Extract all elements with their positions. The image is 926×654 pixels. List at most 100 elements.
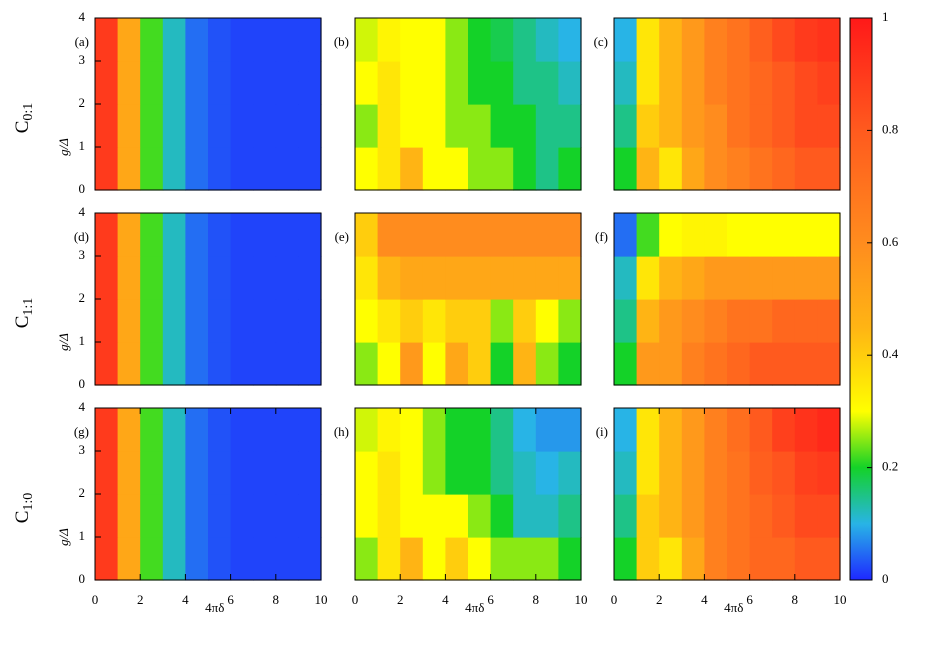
heat-cell	[535, 408, 559, 452]
heat-cell	[817, 213, 841, 257]
heat-cell	[727, 18, 751, 62]
heat-cell	[185, 494, 209, 538]
heat-cell	[445, 104, 469, 148]
y-tick-label: 4	[79, 9, 86, 24]
heat-cell	[681, 61, 705, 105]
heat-cell	[377, 408, 401, 452]
x-tick-label: 10	[834, 592, 847, 607]
heat-cell	[230, 537, 254, 581]
heat-cell	[208, 147, 232, 191]
heat-cell	[400, 451, 424, 495]
heat-cell	[400, 18, 424, 62]
heat-cell	[185, 104, 209, 148]
heat-cell	[95, 537, 119, 581]
panel-label: (i)	[596, 424, 608, 439]
heat-cell	[749, 213, 773, 257]
heat-cell	[614, 256, 638, 300]
heat-cell	[253, 213, 277, 257]
heat-cell	[275, 299, 299, 343]
heat-cell	[681, 18, 705, 62]
heat-cell	[185, 61, 209, 105]
colorbar-tick-label: 0.2	[882, 459, 898, 474]
heat-cell	[117, 494, 141, 538]
heat-cell	[117, 299, 141, 343]
x-tick-label: 4	[701, 592, 708, 607]
y-tick-label: 2	[79, 290, 86, 305]
heat-cell	[794, 104, 818, 148]
y-tick-label: 0	[79, 181, 86, 196]
heat-cell	[185, 342, 209, 386]
heat-cell	[377, 451, 401, 495]
heat-cell	[377, 104, 401, 148]
x-tick-label: 0	[352, 592, 359, 607]
heat-cell	[468, 451, 492, 495]
heat-cell	[162, 18, 186, 62]
x-tick-label: 8	[533, 592, 540, 607]
heat-cell	[727, 537, 751, 581]
heat-cell	[140, 451, 164, 495]
heat-cell	[636, 256, 660, 300]
heat-cell	[400, 256, 424, 300]
heat-cell	[659, 147, 683, 191]
y-axis-label: g/Δ	[56, 333, 71, 351]
heat-cell	[230, 408, 254, 452]
panel-label: (d)	[74, 229, 89, 244]
heat-cell	[468, 494, 492, 538]
heat-cell	[727, 104, 751, 148]
heat-cell	[400, 408, 424, 452]
heat-cell	[298, 256, 322, 300]
x-axis-label: 4πδ	[724, 600, 743, 615]
heat-cell	[794, 61, 818, 105]
x-tick-label: 6	[487, 592, 494, 607]
x-tick-label: 6	[746, 592, 753, 607]
y-tick-label: 4	[79, 204, 86, 219]
heat-cell	[727, 299, 751, 343]
heat-cell	[230, 104, 254, 148]
heat-cell	[727, 256, 751, 300]
heat-cell	[614, 18, 638, 62]
heat-cell	[117, 537, 141, 581]
heat-cell	[535, 451, 559, 495]
y-tick-label: 1	[79, 528, 86, 543]
heat-cell	[208, 342, 232, 386]
heat-cell	[772, 104, 796, 148]
heat-cell	[445, 18, 469, 62]
heat-cell	[422, 256, 446, 300]
heat-cell	[490, 342, 514, 386]
heat-cell	[275, 408, 299, 452]
heat-cell	[558, 104, 582, 148]
row-label-sub: 1:0	[21, 493, 36, 511]
heat-cell	[558, 147, 582, 191]
panel-label: (a)	[75, 34, 89, 49]
heat-cell	[704, 213, 728, 257]
heat-cell	[208, 61, 232, 105]
heat-cell	[275, 104, 299, 148]
colorbar-tick-label: 0.4	[882, 346, 899, 361]
heat-cell	[185, 147, 209, 191]
heat-cell	[513, 18, 537, 62]
x-tick-label: 0	[611, 592, 618, 607]
heat-cell	[794, 147, 818, 191]
heat-cell	[377, 299, 401, 343]
heat-cell	[659, 537, 683, 581]
heat-cell	[377, 537, 401, 581]
y-tick-label: 2	[79, 485, 86, 500]
heat-cell	[355, 213, 379, 257]
heat-cell	[558, 299, 582, 343]
heat-cell	[117, 256, 141, 300]
heat-cell	[400, 147, 424, 191]
heat-cell	[749, 18, 773, 62]
heat-cell	[513, 537, 537, 581]
heat-cell	[445, 299, 469, 343]
heat-cell	[355, 147, 379, 191]
axes-frame	[613, 212, 841, 386]
heat-cell	[185, 451, 209, 495]
heat-cell	[275, 342, 299, 386]
heat-cell	[230, 342, 254, 386]
heat-cell	[535, 342, 559, 386]
heat-cell	[162, 104, 186, 148]
panel-label: (b)	[334, 34, 349, 49]
heat-cell	[468, 537, 492, 581]
colorbar-tick-label: 0.8	[882, 121, 898, 136]
heat-cell	[558, 342, 582, 386]
